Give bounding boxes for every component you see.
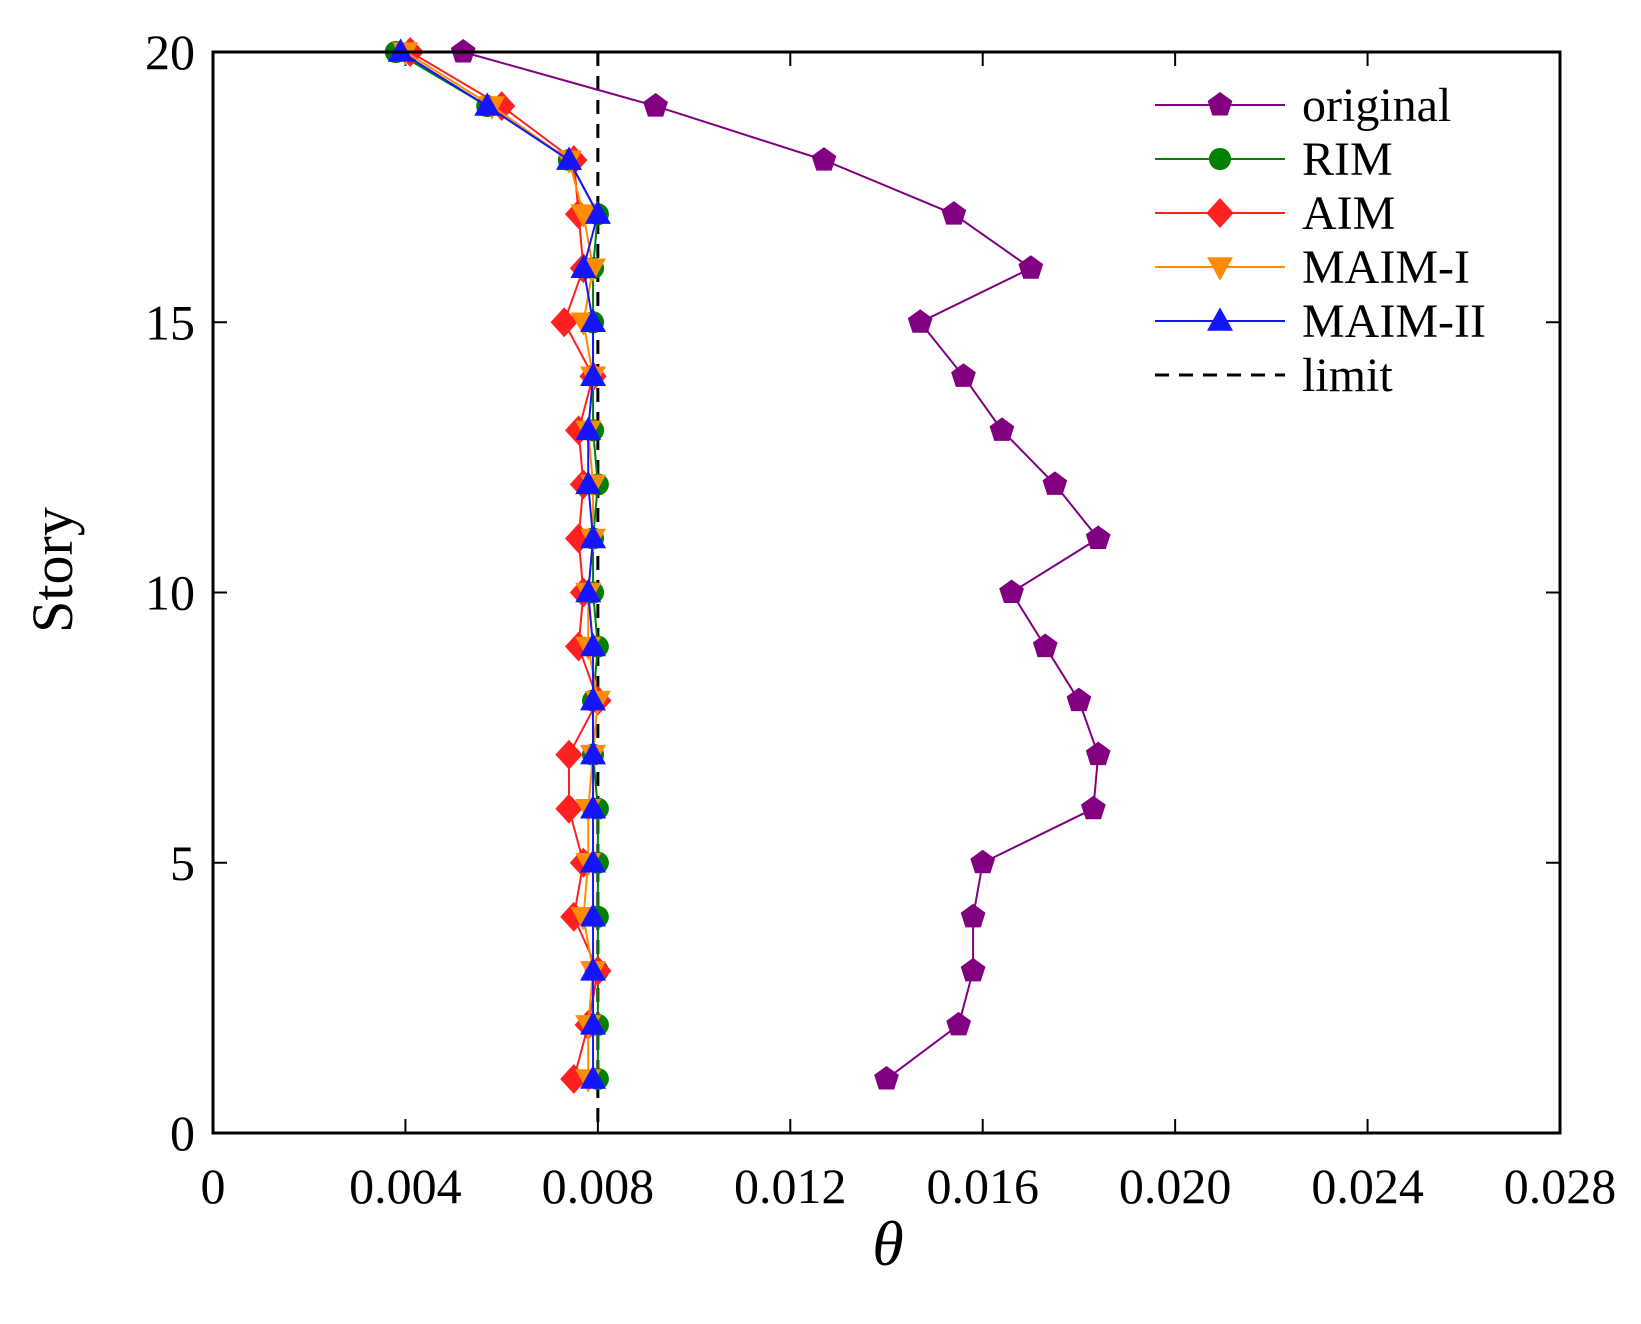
data-point-maim-ii [580,308,607,332]
data-point-original [1042,471,1068,495]
data-point-maim-ii [580,524,607,549]
legend-entry-rim: RIM [1155,133,1393,186]
data-point-original [1085,525,1111,549]
x-tick-label: 0.016 [926,1158,1039,1214]
y-tick-label: 0 [170,1105,195,1161]
data-point-maim-ii [580,686,607,711]
plot-frame [211,50,1562,1135]
x-tick-label: 0.004 [349,1158,462,1214]
legend-marker [1208,147,1232,171]
data-point-maim-ii [474,92,501,116]
x-tick-label: 0.028 [1504,1158,1617,1214]
x-tick-label: 0.008 [542,1158,655,1214]
data-point-original [1081,795,1106,820]
data-point-original [999,579,1024,604]
legend-label: AIM [1302,187,1395,240]
data-point-aim [564,631,593,662]
data-point-original [960,957,986,982]
data-point-original [1018,255,1044,279]
tick-labels: 0 0.004 0.008 0.012 0.016 0.020 0.024 0.028 0 5 10… [145,24,1616,1214]
x-tick-label: 0.020 [1119,1158,1232,1214]
data-point-original [1032,633,1058,658]
x-axis-title: θ [872,1208,903,1279]
data-point-original [941,201,967,225]
data-point-original [989,417,1015,441]
plot-frame-layer [211,50,1562,1135]
x-tick-label: 0.024 [1311,1158,1424,1214]
series-maim-ii [387,38,611,1089]
legend-entry-original: original [1155,79,1451,132]
data-point-maim-ii [580,957,607,981]
data-point-maim-ii [580,903,607,927]
legend-label: MAIM-II [1302,295,1486,348]
data-point-maim-ii [575,470,602,495]
data-point-aim [550,307,578,338]
y-tick-label: 10 [145,565,195,621]
y-axis-title: Story [20,507,85,633]
legend-label: limit [1302,349,1393,402]
data-point-original [951,363,976,387]
legend-entry-limit: limit [1155,349,1393,402]
data-point-maim-i [570,204,597,228]
x-tick-label: 0 [201,1158,226,1214]
series-layer [384,37,1111,1094]
data-point-aim [555,739,583,770]
y-tick-label: 5 [170,835,195,891]
data-point-aim [555,793,583,824]
legend-entry-aim: AIM [1155,187,1395,240]
data-point-original [643,93,668,117]
data-point-maim-ii [580,849,607,873]
legend-marker [1207,257,1233,281]
y-tick-label: 20 [145,24,195,80]
data-point-maim-ii [387,38,414,62]
data-point-original [1066,687,1092,712]
data-point-maim-ii [580,632,607,657]
data-point-original [1085,741,1111,766]
data-point-maim-ii [555,146,582,170]
legend-marker [1206,198,1234,228]
data-point-maim-ii [580,362,607,387]
data-point-maim-ii [580,1011,607,1035]
series-original [450,39,1111,1090]
data-point-original [907,309,933,333]
data-point-original [811,147,837,171]
data-point-maim-ii [584,200,611,224]
legend-marker [1207,92,1233,116]
legend-entry-maim-i: MAIM-I [1155,241,1470,294]
data-point-original [960,903,986,928]
data-point-maim-ii [580,1065,607,1089]
data-point-maim-ii [580,741,607,765]
data-point-original [874,1065,899,1090]
legend-label: original [1302,79,1451,132]
legend-marker [1207,307,1233,331]
legend-entry-maim-ii: MAIM-II [1155,295,1486,348]
data-point-maim-ii [580,795,607,819]
data-point-maim-ii [575,578,602,603]
x-tick-label: 0.012 [734,1158,847,1214]
data-point-original [946,1011,972,1036]
data-point-aim [564,523,593,554]
data-point-original [970,849,996,874]
legend-label: RIM [1302,133,1393,186]
legend-label: MAIM-I [1302,241,1470,294]
data-point-maim-ii [570,254,597,278]
y-tick-label: 15 [145,294,195,350]
data-point-maim-ii [575,416,602,441]
